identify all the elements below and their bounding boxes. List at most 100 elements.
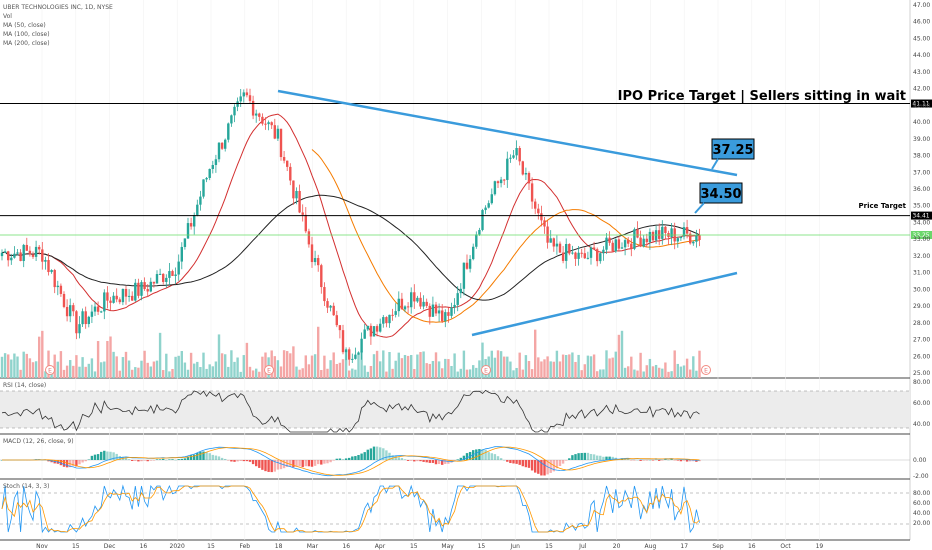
volume-bar — [34, 361, 38, 378]
macd-histogram-bar — [369, 448, 373, 460]
macd-histogram-bar — [453, 460, 456, 461]
volume-bar — [62, 369, 66, 378]
volume-bar — [549, 361, 552, 378]
legend-ma50: MA (50, close) — [3, 22, 46, 29]
macd-histogram-bar — [310, 460, 314, 467]
candle-body — [19, 252, 22, 262]
candle-body — [506, 158, 509, 180]
volume-bar — [521, 369, 524, 378]
candle-body — [344, 349, 348, 353]
candle-body — [472, 246, 475, 260]
macd-histogram-bar — [503, 459, 506, 461]
descending-trendline[interactable] — [277, 89, 738, 177]
macd-histogram-bar — [211, 454, 214, 460]
volume-bar — [605, 350, 608, 378]
candle-body — [478, 229, 481, 235]
volume-bar — [515, 367, 518, 378]
volume-bar — [636, 370, 639, 378]
macd-histogram-bar — [158, 459, 162, 460]
volume-bars — [0, 326, 701, 378]
macd-histogram-bar — [484, 449, 487, 460]
candle-body — [617, 239, 621, 249]
volume-bar — [44, 371, 47, 378]
volume-bar — [512, 370, 515, 378]
candle-body — [605, 237, 608, 250]
candle-body — [503, 179, 506, 181]
volume-bar — [682, 365, 686, 378]
volume-bar — [592, 354, 596, 378]
volume-bar — [304, 355, 307, 378]
volume-bar — [152, 361, 156, 378]
volume-bar — [651, 366, 655, 378]
candle-body — [530, 183, 534, 202]
candle-body — [413, 292, 416, 302]
macd-histogram-bar — [162, 458, 165, 460]
macd-histogram-bar — [565, 460, 568, 461]
macd-histogram-bar — [419, 460, 422, 462]
macd-histogram-bar — [103, 450, 106, 460]
macd-histogram-bar — [251, 460, 255, 465]
macd-histogram-bar — [152, 460, 156, 461]
candle-body — [304, 214, 307, 232]
earnings-marker — [481, 365, 491, 375]
volume-bar — [518, 352, 521, 378]
macd-histogram-bar — [360, 453, 363, 460]
macd-histogram-bar — [534, 460, 537, 473]
volume-bar — [450, 366, 453, 378]
volume-bar — [224, 354, 227, 378]
macd-histogram-bar — [143, 460, 146, 461]
candle-body — [484, 207, 487, 211]
candle-body — [171, 271, 174, 276]
macd-histogram-bar — [537, 460, 540, 474]
macd-histogram-bar — [341, 459, 345, 460]
stoch-tick: 40.00 — [913, 510, 930, 517]
candle-body — [363, 329, 366, 339]
candle-body — [106, 292, 109, 301]
volume-bar — [115, 356, 118, 378]
candle-body — [47, 259, 50, 273]
macd-histogram-bar — [673, 460, 676, 461]
macd-histogram-bar — [515, 460, 518, 464]
volume-bar — [180, 351, 183, 378]
volume-bar — [465, 369, 469, 378]
volume-bar — [282, 350, 286, 378]
macd-histogram-bar — [255, 460, 258, 467]
volume-bar — [158, 332, 162, 378]
macd-histogram-bar — [100, 451, 103, 460]
candle-body — [636, 229, 639, 238]
candle-body — [527, 173, 531, 184]
macd-histogram-bar — [676, 460, 679, 461]
candle-body — [512, 155, 515, 158]
candle-body — [217, 142, 221, 160]
macd-histogram-bar — [639, 460, 642, 461]
candle-body — [661, 226, 664, 239]
macd-histogram-bar — [506, 460, 509, 462]
callout-34-50[interactable]: 34.50 — [694, 182, 743, 214]
price-target-label: Price Target — [859, 202, 907, 210]
candle-body — [158, 273, 162, 275]
ascending-trendline[interactable] — [471, 271, 738, 337]
price-axis-tick: 47.00 — [913, 2, 930, 9]
callout-37-25[interactable]: 37.25 — [711, 138, 755, 170]
volume-bar — [7, 354, 10, 378]
macd-histogram-bar — [245, 460, 249, 462]
time-axis-label: 17 — [680, 543, 688, 550]
price-tag-ipo-text: 41.11 — [912, 101, 929, 108]
candle-body — [406, 306, 410, 308]
candle-body — [245, 92, 249, 96]
stoch-panel: 80.00 60.00 40.00 20.00 — [0, 484, 930, 534]
macd-histogram-bar — [131, 460, 134, 461]
volume-bar — [258, 371, 261, 378]
candle-body — [627, 240, 630, 244]
volume-bar — [462, 350, 466, 378]
candle-body — [611, 242, 614, 252]
volume-bar — [189, 352, 193, 378]
candle-body — [199, 196, 202, 205]
macd-histogram-bar — [174, 459, 177, 461]
candle-body — [642, 238, 645, 247]
macd-histogram-bar — [490, 453, 493, 460]
candle-body — [301, 212, 304, 215]
macd-histogram-bar — [630, 460, 633, 461]
macd-histogram-bar — [233, 460, 236, 462]
